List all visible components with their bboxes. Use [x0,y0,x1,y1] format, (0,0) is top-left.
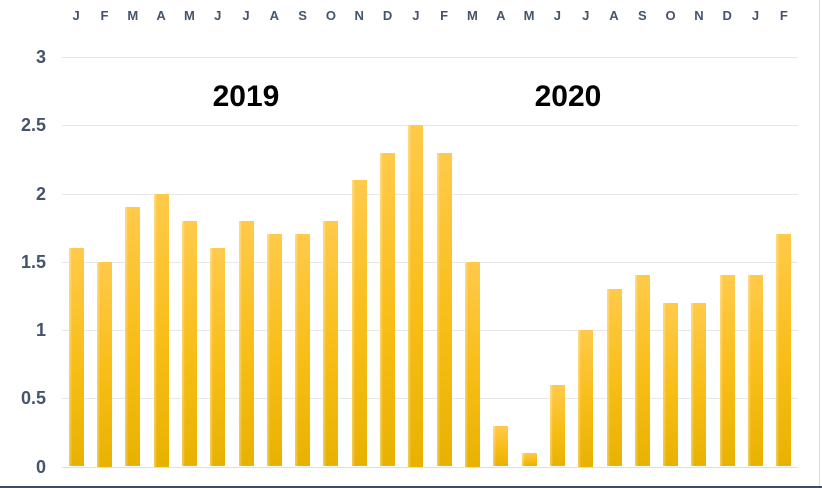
bar [606,289,622,467]
bar [691,302,707,467]
chart-right-border [819,0,820,488]
gridline [62,125,798,127]
x-tick-label: J [242,8,250,23]
bar [351,179,367,467]
year-label-2020: 2020 [534,80,602,113]
x-tick-label: F [100,8,109,23]
y-tick-label: 1.5 [20,251,46,272]
bar [153,193,169,467]
x-tick-label: O [325,8,336,23]
y-tick-label: 2.5 [20,115,46,136]
x-tick-label: J [72,8,80,23]
x-tick-label: N [694,8,704,23]
gridline [62,193,798,195]
y-tick-label: 0.5 [20,388,46,409]
bar [634,275,650,467]
bar [776,234,792,467]
bar [295,234,311,467]
x-tick-label: J [412,8,420,23]
x-tick-label: M [183,8,195,23]
bar [210,248,226,467]
bar [68,248,84,467]
bar [408,125,424,467]
gridline [62,466,798,468]
bar [493,425,509,467]
x-tick-label: A [609,8,619,23]
x-tick-label: D [722,8,732,23]
x-tick-label: A [269,8,279,23]
bar [521,452,537,467]
x-tick-label: M [127,8,139,23]
x-tick-label: S [637,8,647,23]
y-tick-label: 2 [35,183,46,204]
x-tick-label: J [214,8,222,23]
bar [464,261,480,467]
window-bottom-edge [0,486,822,488]
gridline [62,330,798,331]
y-tick-label: 1 [35,320,46,340]
y-tick-label: 3 [35,47,46,67]
bar [181,220,197,467]
bar [549,384,565,467]
y-tick-label: 0 [35,456,46,477]
x-tick-label: F [440,8,449,23]
x-tick-label: J [751,8,760,23]
x-tick-label: M [467,8,478,23]
x-tick-label: A [496,8,506,23]
x-tick-label: J [553,8,561,23]
bar [238,220,254,467]
bar [719,275,735,467]
bar [748,275,764,467]
bar [96,261,112,467]
x-tick-label: O [665,8,676,23]
x-tick-label: N [354,8,364,23]
x-tick-label: A [156,8,166,23]
x-tick-label: J [582,8,590,23]
gridline [62,261,798,263]
gridline [62,57,798,58]
x-tick-label: F [779,8,788,23]
bar [578,330,594,467]
bar [663,302,679,467]
bar [380,152,396,467]
gridline [62,398,798,400]
bar [323,220,339,467]
year-label-2019: 2019 [212,80,280,113]
x-tick-label: M [523,8,535,23]
bar [266,234,282,467]
bar [125,207,141,467]
x-tick-label: D [382,8,393,23]
x-tick-label: S [298,8,307,23]
bar [436,152,452,467]
